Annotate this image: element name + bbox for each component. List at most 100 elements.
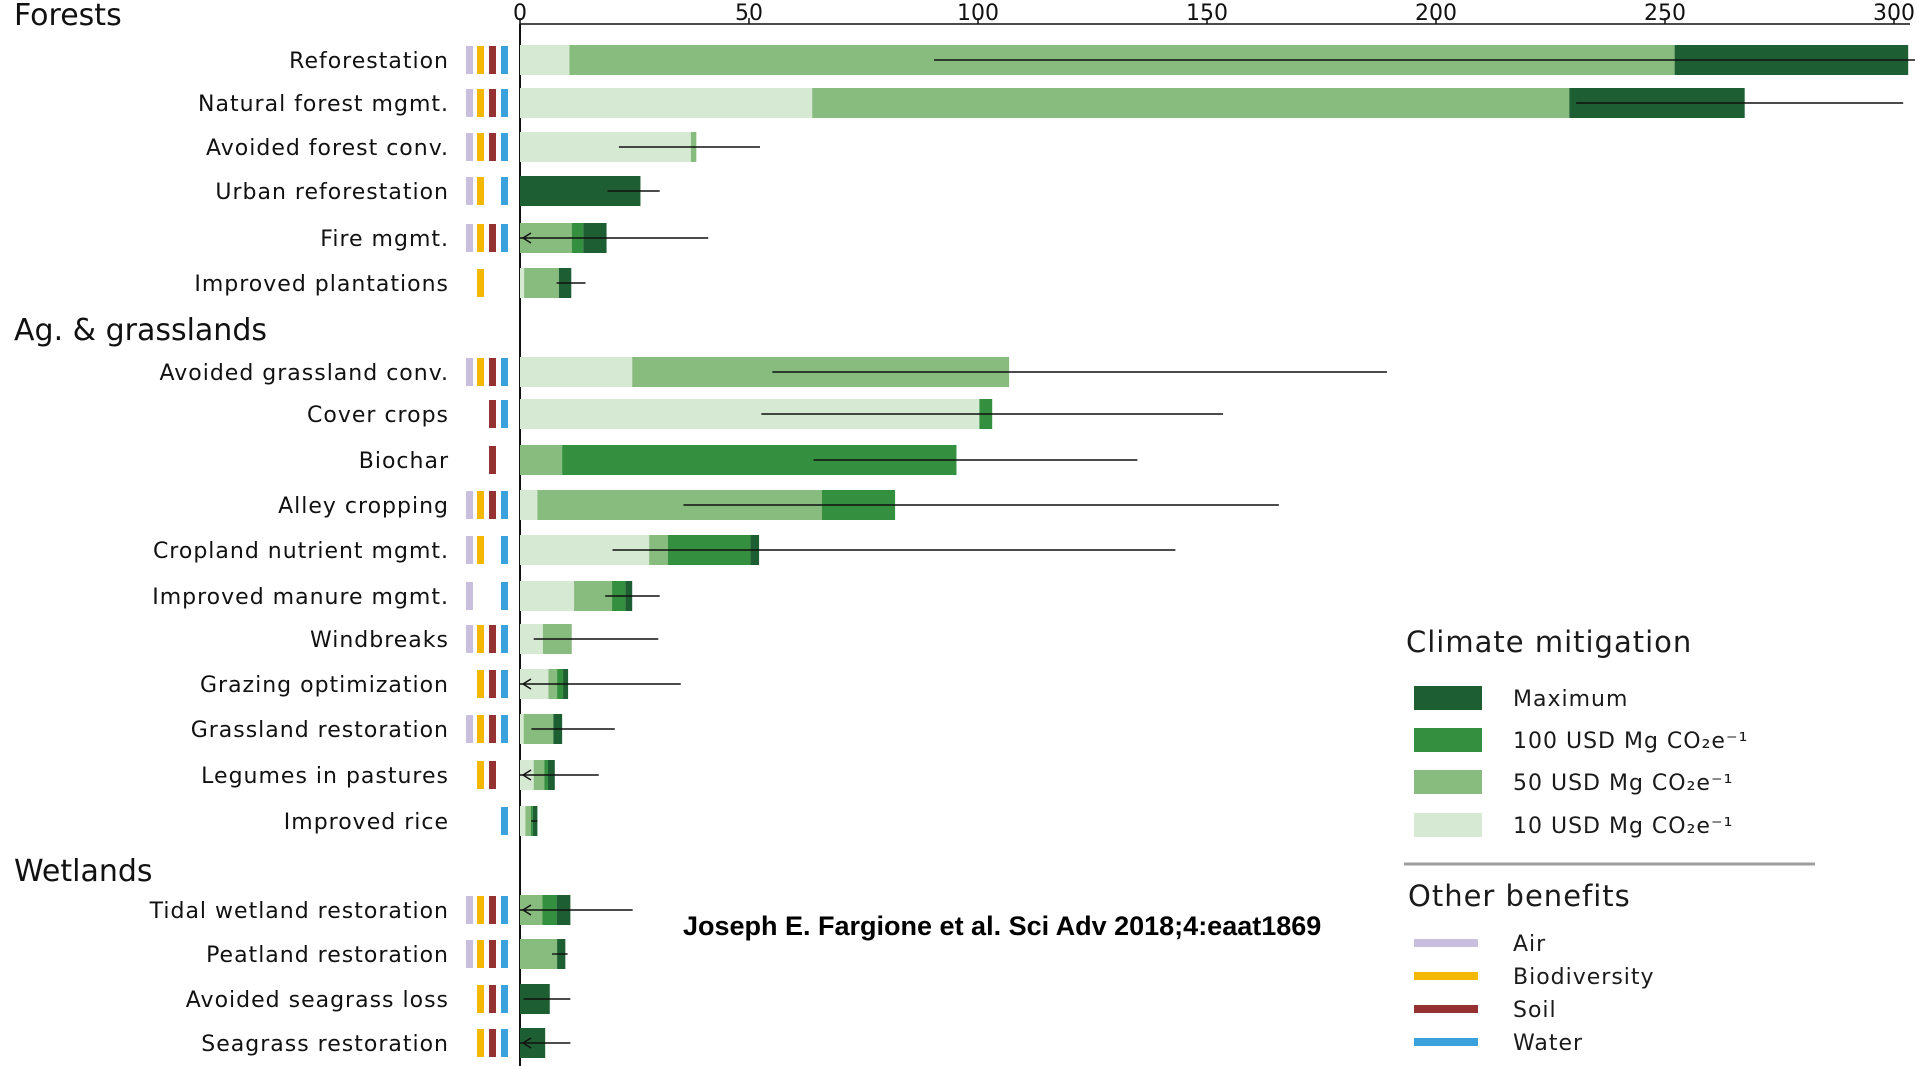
x-tick-label: 150 bbox=[1186, 1, 1228, 26]
category-label: Reforestation bbox=[289, 49, 449, 74]
category-label: Windbreaks bbox=[310, 628, 449, 653]
category-label: Seagrass restoration bbox=[201, 1032, 449, 1057]
benefit-marker-biodiversity bbox=[477, 670, 484, 698]
bar-segment-10usd bbox=[520, 581, 575, 611]
legend-benefit-label: Air bbox=[1513, 932, 1546, 957]
benefit-marker-air bbox=[466, 177, 473, 205]
benefit-marker-air bbox=[466, 46, 473, 74]
benefit-marker-water bbox=[501, 46, 508, 74]
benefit-marker-water bbox=[501, 896, 508, 924]
benefit-marker-soil bbox=[489, 670, 496, 698]
legend-label: 50 USD Mg CO₂e⁻¹ bbox=[1513, 771, 1733, 796]
benefit-marker-soil bbox=[489, 940, 496, 968]
legend-label: Maximum bbox=[1513, 687, 1628, 712]
benefit-marker-biodiversity bbox=[477, 224, 484, 252]
category-label: Fire mgmt. bbox=[320, 227, 449, 252]
bar-segment-50usd bbox=[525, 806, 531, 836]
legend-benefit-swatch bbox=[1414, 1005, 1478, 1013]
benefit-marker-water bbox=[501, 224, 508, 252]
error-bar-arrow bbox=[521, 769, 532, 781]
legend-title-benefits: Other benefits bbox=[1408, 879, 1631, 913]
benefit-marker-water bbox=[501, 1029, 508, 1057]
benefit-marker-soil bbox=[489, 715, 496, 743]
benefit-marker-water bbox=[501, 670, 508, 698]
group-title: Forests bbox=[14, 0, 122, 33]
benefit-marker-water bbox=[501, 940, 508, 968]
bar-segment-10usd bbox=[520, 624, 543, 654]
benefit-marker-air bbox=[466, 536, 473, 564]
benefit-marker-soil bbox=[489, 761, 496, 789]
category-label: Natural forest mgmt. bbox=[198, 92, 449, 117]
legend-benefit-swatch bbox=[1414, 939, 1478, 947]
x-tick-label: 100 bbox=[957, 1, 999, 26]
legend-swatch bbox=[1414, 813, 1482, 837]
benefit-marker-soil bbox=[489, 89, 496, 117]
category-label: Improved plantations bbox=[194, 272, 449, 297]
benefit-marker-biodiversity bbox=[477, 985, 484, 1013]
category-label: Cropland nutrient mgmt. bbox=[153, 539, 449, 564]
category-label: Avoided forest conv. bbox=[206, 136, 449, 161]
benefit-marker-air bbox=[466, 133, 473, 161]
benefit-marker-soil bbox=[489, 896, 496, 924]
benefit-marker-water bbox=[501, 133, 508, 161]
benefit-marker-soil bbox=[489, 1029, 496, 1057]
benefit-marker-biodiversity bbox=[477, 625, 484, 653]
legend-benefit-swatch bbox=[1414, 1038, 1478, 1046]
bar-segment-10usd bbox=[520, 490, 538, 520]
legend-label: 10 USD Mg CO₂e⁻¹ bbox=[1513, 814, 1733, 839]
bar-segment-10usd bbox=[520, 357, 633, 387]
benefit-marker-soil bbox=[489, 358, 496, 386]
x-tick-label: 300 bbox=[1873, 1, 1915, 26]
benefit-marker-soil bbox=[489, 985, 496, 1013]
category-label: Cover crops bbox=[307, 403, 449, 428]
benefit-marker-biodiversity bbox=[477, 177, 484, 205]
legend-title-mitigation: Climate mitigation bbox=[1406, 625, 1692, 659]
bar-segment-50usd bbox=[520, 445, 563, 475]
benefit-marker-air bbox=[466, 491, 473, 519]
group-title: Ag. & grasslands bbox=[14, 313, 267, 348]
category-label: Avoided grassland conv. bbox=[159, 361, 449, 386]
benefit-marker-biodiversity bbox=[477, 89, 484, 117]
bar-segment-10usd bbox=[520, 806, 526, 836]
benefit-marker-air bbox=[466, 582, 473, 610]
legend-swatch bbox=[1414, 728, 1482, 752]
benefit-marker-soil bbox=[489, 400, 496, 428]
benefit-marker-water bbox=[501, 491, 508, 519]
benefit-marker-water bbox=[501, 89, 508, 117]
benefit-marker-biodiversity bbox=[477, 269, 484, 297]
benefit-marker-air bbox=[466, 358, 473, 386]
legend-benefit-label: Water bbox=[1513, 1031, 1583, 1056]
benefit-marker-water bbox=[501, 715, 508, 743]
citation-text: Joseph E. Fargione et al. Sci Adv 2018;4… bbox=[683, 911, 1321, 941]
category-label: Urban reforestation bbox=[215, 180, 449, 205]
x-tick-label: 200 bbox=[1415, 1, 1457, 26]
benefit-marker-biodiversity bbox=[477, 1029, 484, 1057]
category-label: Alley cropping bbox=[278, 494, 449, 519]
category-label: Tidal wetland restoration bbox=[149, 899, 449, 924]
benefit-marker-soil bbox=[489, 224, 496, 252]
benefit-marker-water bbox=[501, 582, 508, 610]
error-bar-arrow bbox=[521, 232, 532, 244]
x-tick-label: 50 bbox=[735, 1, 763, 26]
benefit-marker-air bbox=[466, 940, 473, 968]
bar-segment-10usd bbox=[520, 714, 524, 744]
category-label: Avoided seagrass loss bbox=[186, 988, 449, 1013]
benefit-marker-air bbox=[466, 89, 473, 117]
benefit-marker-water bbox=[501, 536, 508, 564]
category-label: Grazing optimization bbox=[200, 673, 449, 698]
error-bar-arrow bbox=[521, 904, 532, 916]
benefit-marker-biodiversity bbox=[477, 761, 484, 789]
benefit-marker-biodiversity bbox=[477, 536, 484, 564]
benefit-marker-biodiversity bbox=[477, 896, 484, 924]
legend-label: 100 USD Mg CO₂e⁻¹ bbox=[1513, 729, 1748, 754]
x-tick-label: 250 bbox=[1644, 1, 1686, 26]
bar-segment-50usd bbox=[524, 268, 559, 298]
category-label: Grassland restoration bbox=[191, 718, 449, 743]
bar-segment-10usd bbox=[520, 88, 813, 118]
bar-segment-10usd bbox=[520, 268, 525, 298]
benefit-marker-water bbox=[501, 400, 508, 428]
x-tick-label: 0 bbox=[513, 1, 527, 26]
benefit-marker-air bbox=[466, 625, 473, 653]
benefit-marker-air bbox=[466, 715, 473, 743]
